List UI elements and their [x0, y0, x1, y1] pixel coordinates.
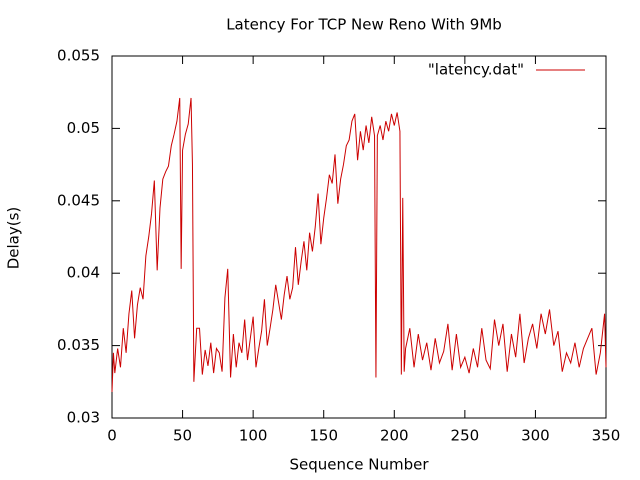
chart-title: Latency For TCP New Reno With 9Mb — [226, 16, 502, 34]
x-tick-label: 100 — [239, 427, 268, 445]
y-tick-label: 0.045 — [57, 191, 100, 209]
legend-label: "latency.dat" — [428, 61, 524, 79]
x-tick-label: 150 — [309, 427, 338, 445]
y-tick-label: 0.04 — [67, 264, 100, 282]
x-tick-label: 350 — [592, 427, 621, 445]
x-tick-label: 200 — [380, 427, 409, 445]
x-tick-label: 300 — [521, 427, 550, 445]
y-tick-label: 0.035 — [57, 336, 100, 354]
x-tick-label: 250 — [451, 427, 480, 445]
y-tick-label: 0.05 — [67, 119, 100, 137]
y-tick-label: 0.055 — [57, 47, 100, 65]
data-line — [111, 97, 607, 392]
x-tick-label: 0 — [107, 427, 117, 445]
x-axis-label: Sequence Number — [289, 456, 429, 474]
y-tick-label: 0.03 — [67, 409, 100, 427]
plot-frame — [111, 55, 607, 419]
y-axis-label: Delay(s) — [5, 207, 23, 270]
x-tick-label: 50 — [173, 427, 192, 445]
